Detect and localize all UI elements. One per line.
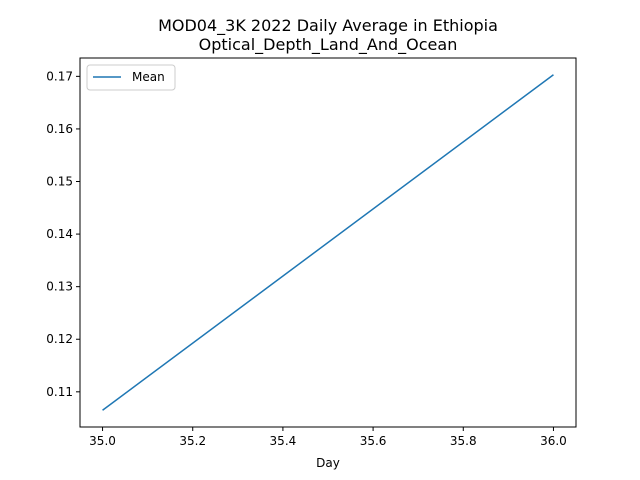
x-tick-label: 35.0 <box>89 434 116 448</box>
legend: Mean <box>86 64 176 91</box>
y-tick-label: 0.15 <box>46 175 73 189</box>
y-tick-label: 0.11 <box>46 385 73 399</box>
x-axis-label: Day <box>316 456 340 470</box>
y-tick-label: 0.13 <box>46 280 73 294</box>
series-layer <box>102 74 554 411</box>
y-tick-label: 0.16 <box>46 122 73 136</box>
x-tick-label: 36.0 <box>540 434 567 448</box>
legend-box <box>86 64 176 91</box>
x-tick-label: 35.8 <box>450 434 477 448</box>
chart-subtitle: Optical_Depth_Land_And_Ocean <box>199 35 458 55</box>
y-axis-ticks: 0.11 0.12 0.13 0.14 0.15 0.16 0.17 <box>46 69 80 399</box>
series-line-mean <box>102 74 554 411</box>
y-tick-label: 0.14 <box>46 227 73 241</box>
legend-label-mean: Mean <box>132 70 165 84</box>
x-tick-label: 35.6 <box>360 434 387 448</box>
x-tick-label: 35.4 <box>270 434 297 448</box>
x-tick-label: 35.2 <box>179 434 206 448</box>
chart-title: MOD04_3K 2022 Daily Average in Ethiopia <box>158 16 498 36</box>
y-tick-label: 0.12 <box>46 332 73 346</box>
y-tick-label: 0.17 <box>46 69 73 83</box>
x-axis-ticks: 35.0 35.2 35.4 35.6 35.8 36.0 <box>89 427 567 448</box>
plot-area-frame <box>79 57 577 428</box>
